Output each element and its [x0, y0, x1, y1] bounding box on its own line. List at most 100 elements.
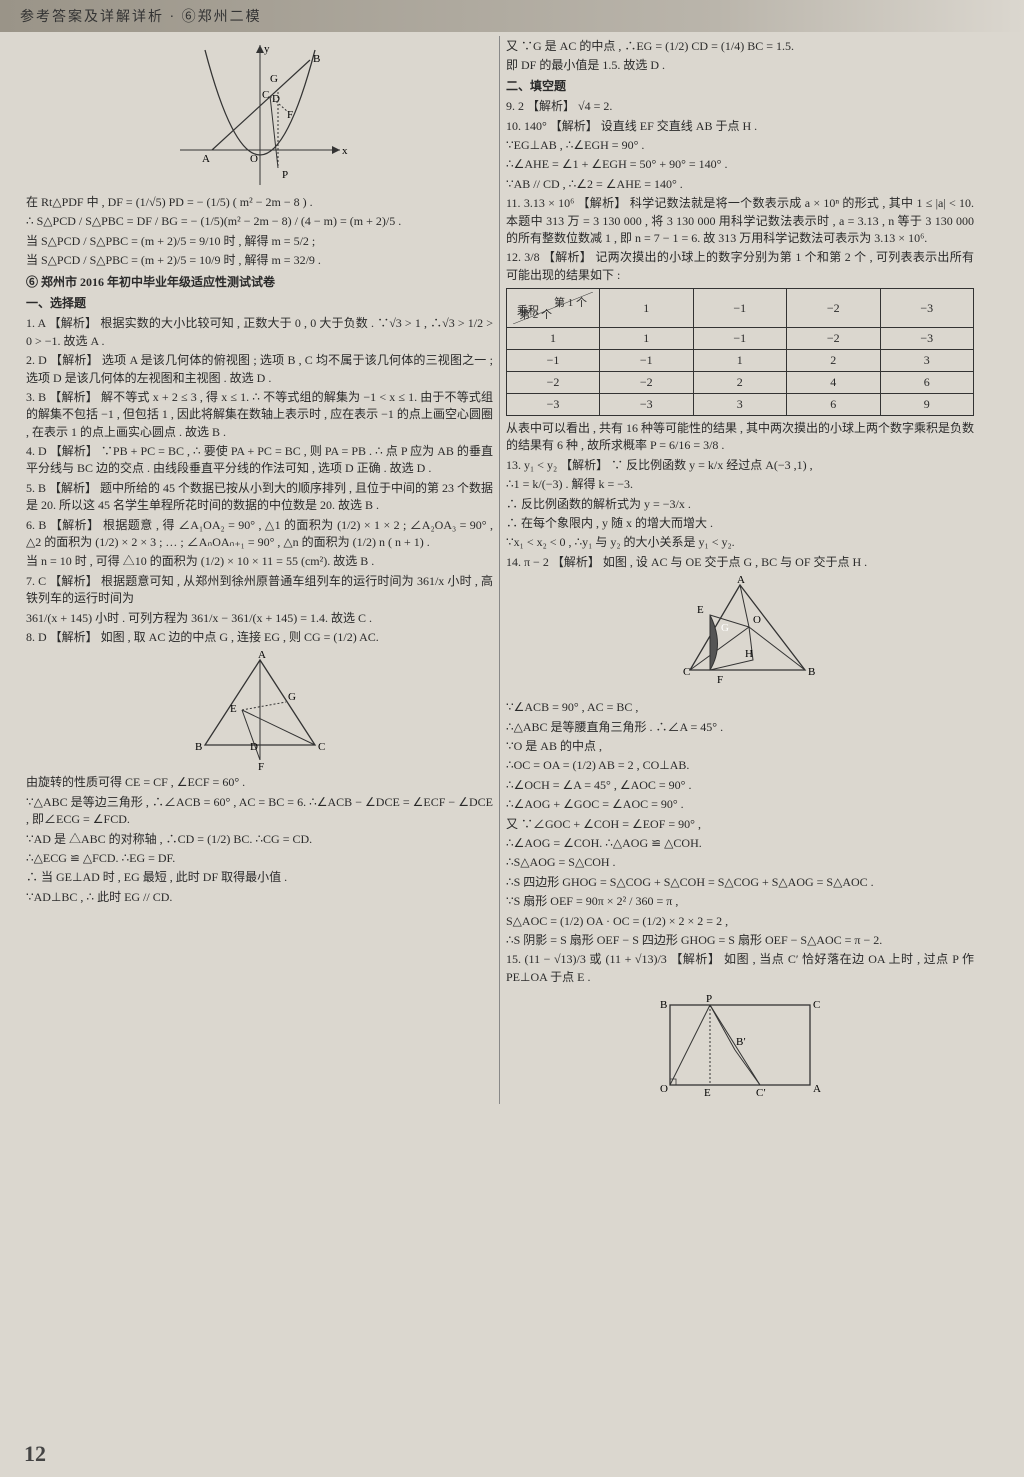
- cell: 2: [787, 350, 881, 372]
- text-ratio1: ∴ S△PCD / S△PBC = DF / BG = − (1/5)(m² −…: [26, 213, 493, 230]
- q8i: 即 DF 的最小值是 1.5. 故选 D .: [506, 57, 974, 74]
- svg-text:C′: C′: [756, 1087, 766, 1099]
- q8a: 8. D 【解析】 如图 , 取 AC 边的中点 G , 连接 EG , 则 C…: [26, 629, 493, 646]
- q13e: ∵x₁ < x₂ < 0 , ∴y₁ 与 y₂ 的大小关系是 y₁ < y₂.: [506, 534, 974, 551]
- table-row: −3 −3 3 6 9: [507, 394, 974, 416]
- row-h: −3: [507, 394, 600, 416]
- svg-text:E: E: [230, 703, 237, 715]
- figure-q14: A B C E F O G H: [506, 575, 974, 695]
- q7a: 7. C 【解析】 根据题意可知 , 从郑州到徐州原普通车组列车的运行时间为 3…: [26, 573, 493, 608]
- q14f: ∴∠OCH = ∠A = 45° , ∠AOC = 90° .: [506, 777, 974, 794]
- left-column: x y O A B G C D F P 在 Rt△PDF 中 ,: [20, 36, 500, 1104]
- table-row: −2 −2 2 4 6: [507, 372, 974, 394]
- cell: 3: [693, 394, 787, 416]
- q14k: ∴S 四边形 GHOG = S△COG + S△COH = S△COG + S△…: [506, 874, 974, 891]
- q14c: ∴△ABC 是等腰直角三角形 . ∴∠A = 45° .: [506, 719, 974, 736]
- svg-text:A: A: [737, 575, 745, 586]
- q6a: 6. B 【解析】 根据题意 , 得 ∠A₁OA₂ = 90° , △1 的面积…: [26, 517, 493, 552]
- q14g: ∴∠AOG + ∠GOC = ∠AOC = 90° .: [506, 796, 974, 813]
- svg-text:C: C: [813, 999, 820, 1011]
- cell: 4: [787, 372, 881, 394]
- cell: 9: [880, 394, 974, 416]
- table-row: 第 1 个 第 2 个 乘积 1 −1 −2 −3: [507, 289, 974, 328]
- q3: 3. B 【解析】 解不等式 x + 2 ≤ 3 , 得 x ≤ 1. ∴ 不等…: [26, 389, 493, 441]
- q14i: ∴∠AOG = ∠COH. ∴△AOG ≌ △COH.: [506, 835, 974, 852]
- col-1: 1: [600, 289, 694, 328]
- q9: 9. 2 【解析】 √4 = 2.: [506, 98, 974, 115]
- q14m: S△AOC = (1/2) OA · OC = (1/2) × 2 × 2 = …: [506, 913, 974, 930]
- svg-text:B: B: [660, 999, 667, 1011]
- cell: −1: [693, 328, 787, 350]
- cell: −2: [600, 372, 694, 394]
- section-2: 二、填空题: [506, 78, 974, 95]
- q14j: ∴S△AOG = S△COH .: [506, 854, 974, 871]
- cell: −2: [787, 328, 881, 350]
- header-text: 参考答案及详解详析 · ⑥郑州二模: [20, 10, 262, 25]
- cell: 2: [693, 372, 787, 394]
- th-mid: 乘积: [517, 302, 539, 318]
- section-1: 一、选择题: [26, 295, 493, 312]
- cell: −3: [880, 328, 974, 350]
- cell: 6: [787, 394, 881, 416]
- svg-text:G: G: [270, 73, 278, 85]
- q14d: ∵O 是 AB 的中点 ,: [506, 738, 974, 755]
- q10d: ∵AB // CD , ∴∠2 = ∠AHE = 140° .: [506, 176, 974, 193]
- q10a: 10. 140° 【解析】 设直线 EF 交直线 AB 于点 H .: [506, 118, 974, 135]
- q8h: 又 ∵G 是 AC 的中点 , ∴EG = (1/2) CD = (1/4) B…: [506, 38, 974, 55]
- svg-text:C: C: [683, 666, 690, 678]
- figure-parabola: x y O A B G C D F P: [26, 40, 493, 190]
- q12b: 从表中可以看出 , 共有 16 种等可能性的结果 , 其中两次摸出的小球上两个数…: [506, 420, 974, 455]
- q13c: ∴ 反比例函数的解析式为 y = −3/x .: [506, 496, 974, 513]
- q14n: ∴S 阴影 = S 扇形 OEF − S 四边形 GHOG = S 扇形 OEF…: [506, 932, 974, 949]
- svg-text:O: O: [753, 614, 761, 626]
- q14a: 14. π − 2 【解析】 如图 , 设 AC 与 OE 交于点 G , BC…: [506, 554, 974, 571]
- cell: 1: [693, 350, 787, 372]
- probability-table: 第 1 个 第 2 个 乘积 1 −1 −2 −3 1 1 −1 −2 −3: [506, 288, 974, 416]
- svg-text:B: B: [313, 53, 320, 65]
- q10c: ∴∠AHE = ∠1 + ∠EGH = 50° + 90° = 140° .: [506, 156, 974, 173]
- table-row: −1 −1 1 2 3: [507, 350, 974, 372]
- cell: 6: [880, 372, 974, 394]
- row-h: −1: [507, 350, 600, 372]
- q14e: ∴OC = OA = (1/2) AB = 2 , CO⊥AB.: [506, 757, 974, 774]
- svg-text:P: P: [282, 169, 288, 181]
- svg-text:B: B: [195, 741, 202, 753]
- q1: 1. A 【解析】 根据实数的大小比较可知 , 正数大于 0 , 0 大于负数 …: [26, 315, 493, 350]
- q13a: 13. y₁ < y₂ 【解析】 ∵ 反比例函数 y = k/x 经过点 A(−…: [506, 457, 974, 474]
- text-ratio2: 当 S△PCD / S△PBC = (m + 2)/5 = 9/10 时 , 解…: [26, 233, 493, 250]
- q8g: ∵AD⊥BC , ∴ 此时 EG // CD.: [26, 889, 493, 906]
- svg-text:C: C: [318, 741, 325, 753]
- row-h: 1: [507, 328, 600, 350]
- q11: 11. 3.13 × 10⁶ 【解析】 科学记数法就是将一个数表示成 a × 1…: [506, 195, 974, 247]
- q12a: 12. 3/8 【解析】 记两次摸出的小球上的数字分别为第 1 个和第 2 个 …: [506, 249, 974, 284]
- page: 参考答案及详解详析 · ⑥郑州二模 x y O A B G: [0, 0, 1024, 1477]
- q13b: ∴1 = k/(−3) . 解得 k = −3.: [506, 476, 974, 493]
- text-ratio3: 当 S△PCD / S△PBC = (m + 2)/5 = 10/9 时 , 解…: [26, 252, 493, 269]
- q8b: 由旋转的性质可得 CE = CF , ∠ECF = 60° .: [26, 774, 493, 791]
- cell: 3: [880, 350, 974, 372]
- q14l: ∵S 扇形 OEF = 90π × 2² / 360 = π ,: [506, 893, 974, 910]
- q7b: 361/(x + 145) 小时 . 可列方程为 361/x − 361/(x …: [26, 610, 493, 627]
- col-3: −2: [787, 289, 881, 328]
- q6b: 当 n = 10 时 , 可得 △10 的面积为 (1/2) × 10 × 11…: [26, 553, 493, 570]
- q14h: 又 ∵∠GOC + ∠COH = ∠EOF = 90° ,: [506, 816, 974, 833]
- svg-text:A: A: [813, 1083, 821, 1095]
- right-column: 又 ∵G 是 AC 的中点 , ∴EG = (1/2) CD = (1/4) B…: [500, 36, 980, 1104]
- text-rtpdf: 在 Rt△PDF 中 , DF = (1/√5) PD = − (1/5) ( …: [26, 194, 493, 211]
- svg-text:H: H: [745, 648, 753, 660]
- svg-text:F: F: [258, 761, 264, 770]
- svg-text:A: A: [258, 650, 266, 661]
- col-4: −3: [880, 289, 974, 328]
- q8d: ∵AD 是 △ABC 的对称轴 , ∴CD = (1/2) BC. ∴CG = …: [26, 831, 493, 848]
- svg-text:A: A: [202, 153, 210, 165]
- svg-text:G: G: [721, 622, 729, 634]
- svg-text:F: F: [717, 674, 723, 686]
- svg-text:E: E: [704, 1087, 711, 1099]
- title-6: ⑥ 郑州市 2016 年初中毕业年级适应性测试试卷: [26, 274, 493, 291]
- row-h: −2: [507, 372, 600, 394]
- q8f: ∴ 当 GE⊥AD 时 , EG 最短 , 此时 DF 取得最小值 .: [26, 869, 493, 886]
- svg-text:G: G: [288, 691, 296, 703]
- q10b: ∵EG⊥AB , ∴∠EGH = 90° .: [506, 137, 974, 154]
- q4: 4. D 【解析】 ∵PB + PC = BC , ∴ 要使 PA + PC =…: [26, 443, 493, 478]
- q8e: ∴△ECG ≌ △FCD. ∴EG = DF.: [26, 850, 493, 867]
